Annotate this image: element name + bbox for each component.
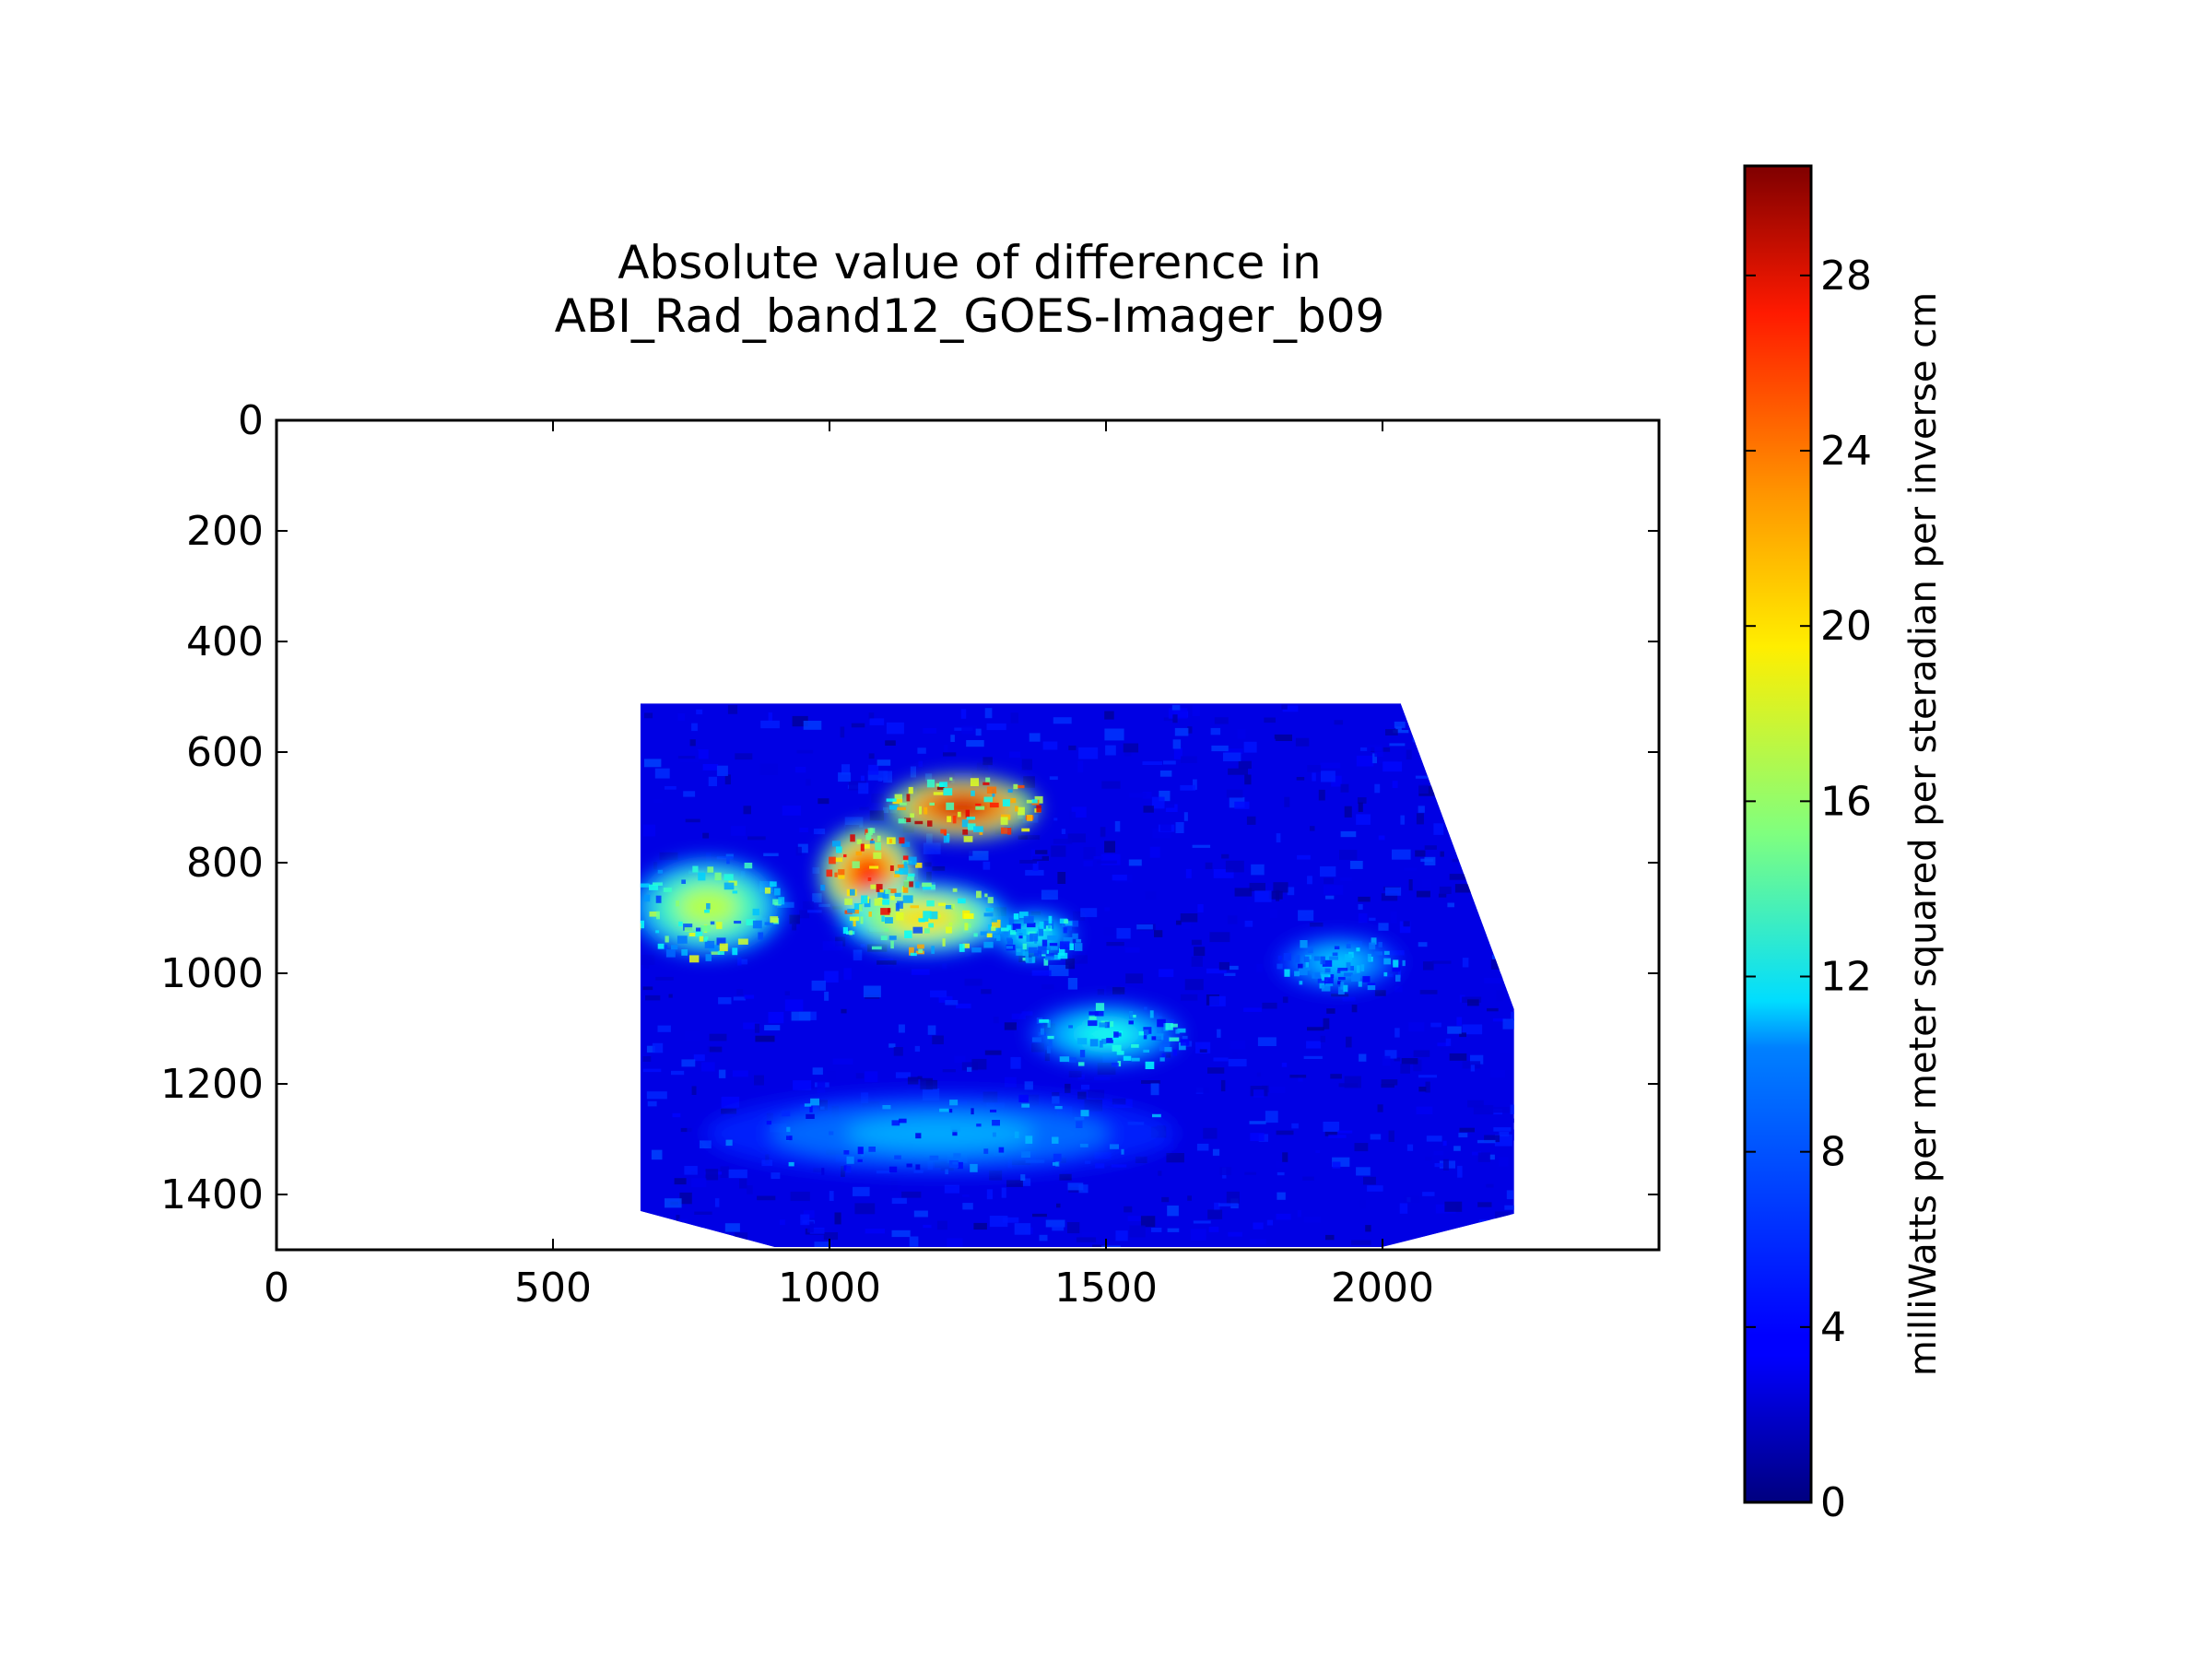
x-tick-label: 1500 [1054,1265,1158,1312]
y-tick-label: 0 [238,397,264,444]
image-speckle [640,777,1406,1181]
colorbar-tick-label: 8 [1820,1129,1846,1176]
x-tick-label: 500 [514,1265,592,1312]
y-tick-label: 1200 [160,1061,264,1108]
plot-frame [275,418,1661,1252]
y-tick-label: 1400 [160,1171,264,1218]
y-axis: 0 200 400 600 800 1000 1200 1400 [160,397,1659,1218]
y-tick-label: 200 [186,508,264,555]
x-tick-label: 1000 [778,1265,881,1312]
x-axis: 0 500 1000 1500 2000 [264,420,1434,1312]
y-tick-label: 800 [186,840,264,887]
colorbar-tick-label: 20 [1820,603,1872,650]
chart-title: Absolute value of difference in ABI_Rad_b… [555,236,1385,343]
colorbar-tick-label: 28 [1820,253,1872,300]
plot-area [640,703,1514,1247]
colorbar-ticks: 0 4 8 12 16 20 24 28 [1745,253,1872,1526]
x-tick-label: 2000 [1331,1265,1434,1312]
y-tick-label: 1000 [160,950,264,997]
y-tick-label: 600 [186,729,264,776]
colorbar-tick-label: 16 [1820,778,1872,825]
colorbar-tick-label: 4 [1820,1304,1846,1351]
colorbar-label: milliWatts per meter squared per steradi… [1902,292,1945,1376]
y-tick-label: 400 [186,618,264,665]
colorbar-tick-label: 0 [1820,1479,1846,1526]
colorbar [1743,164,1813,1504]
colorbar-tick-label: 24 [1820,428,1872,475]
colorbar-tick-label: 12 [1820,954,1872,1001]
x-tick-label: 0 [264,1265,289,1312]
